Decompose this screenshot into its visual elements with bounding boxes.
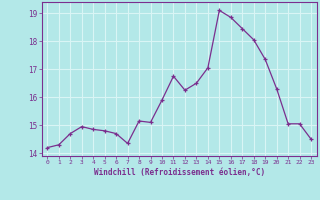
X-axis label: Windchill (Refroidissement éolien,°C): Windchill (Refroidissement éolien,°C) — [94, 168, 265, 177]
